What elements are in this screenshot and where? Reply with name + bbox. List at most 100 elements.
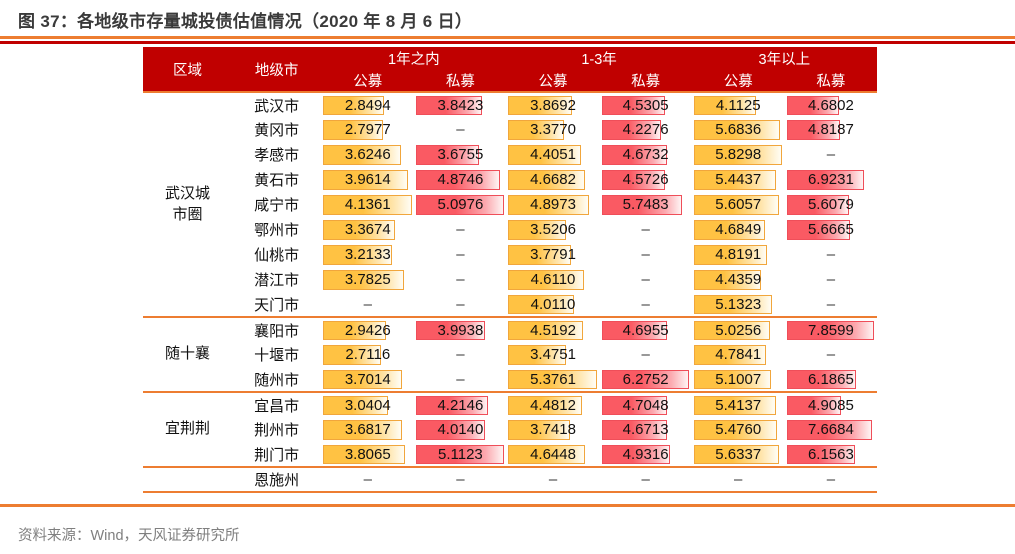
no-data-dash: – <box>456 471 465 488</box>
value-cell: 3.6755 <box>414 142 506 167</box>
city-cell: 孝感市 <box>254 147 300 164</box>
yield-value: 4.4812 <box>530 396 576 414</box>
public-data-bar <box>508 219 567 240</box>
yield-value: 3.7418 <box>530 421 576 438</box>
value-cell: 4.5305 <box>600 92 692 117</box>
value-cell: 3.9938 <box>414 316 507 342</box>
value-cell: 4.6732 <box>600 142 692 167</box>
private-data-bar <box>786 444 856 464</box>
yield-value: 5.6057 <box>715 196 762 213</box>
no-data-dash: – <box>641 346 650 363</box>
public-data-bar <box>693 194 779 215</box>
figure-bottom-divider <box>0 504 1015 507</box>
public-data-bar <box>693 219 765 240</box>
public-data-bar <box>508 395 583 415</box>
value-cell: 3.2133 <box>321 242 414 267</box>
yield-value: 4.6955 <box>622 321 669 339</box>
yield-value: 5.3761 <box>530 370 576 388</box>
no-data-dash: – <box>826 246 836 263</box>
yield-value: 2.7977 <box>344 121 391 138</box>
public-data-bar <box>323 419 402 440</box>
yield-value: 4.1361 <box>344 196 391 213</box>
no-data-dash: – <box>641 246 650 263</box>
private-data-bar <box>416 419 486 440</box>
yield-value: 4.5192 <box>530 321 576 339</box>
no-data-dash: – <box>641 295 650 313</box>
value-cell: – <box>506 466 600 493</box>
value-cell: 4.6955 <box>599 316 692 342</box>
region-cell: 随十襄 <box>143 316 233 392</box>
value-cell: 5.1123 <box>414 442 506 467</box>
value-cell: 3.7014 <box>321 367 414 392</box>
private-data-bar <box>601 395 668 415</box>
yield-value: 3.8423 <box>437 96 484 114</box>
public-data-bar <box>693 269 761 290</box>
value-cell: 5.6079 <box>785 192 877 217</box>
valuation-table-wrap: 区域 地级市 1年之内 1-3年 3年以上 公募 私募 公募 私募 公募 私募 … <box>143 47 877 493</box>
yield-value: 4.0110 <box>530 295 576 313</box>
value-cell: 5.0976 <box>414 192 506 217</box>
no-data-dash: – <box>456 271 465 288</box>
no-data-dash: – <box>456 346 465 363</box>
value-cell: 4.6682 <box>506 167 599 192</box>
header-sub-row: 公募 私募 公募 私募 公募 私募 <box>143 70 877 93</box>
value-cell: – <box>414 217 506 242</box>
public-data-bar <box>323 444 405 464</box>
yield-value: 4.6849 <box>715 221 762 238</box>
value-cell: 5.6665 <box>785 217 877 242</box>
value-cell: 4.1125 <box>692 92 785 117</box>
city-cell: 武汉市 <box>254 97 300 115</box>
private-data-bar <box>601 369 690 389</box>
yield-value: 4.7048 <box>622 396 669 414</box>
value-cell: – <box>414 367 506 392</box>
no-data-dash: – <box>734 471 743 488</box>
subheader-private-2: 私募 <box>599 70 692 93</box>
table-body: 武汉城市圈 武汉市 2.8494 3.8423 3.8692 4.5305 4.1125 4.… <box>143 92 877 493</box>
public-data-bar <box>508 419 570 440</box>
source-note: 资料来源：Wind，天风证券研究所 <box>18 528 240 544</box>
value-cell: 2.8494 <box>321 92 414 117</box>
yield-value: 4.6802 <box>807 96 854 114</box>
region-label: 随十襄 <box>165 345 211 363</box>
public-data-bar <box>323 395 389 415</box>
no-data-dash: – <box>456 121 465 138</box>
table-row: 天门市 – – 4.0110 – 5.1323 – <box>143 292 877 317</box>
value-cell: 5.1323 <box>692 292 785 317</box>
public-data-bar <box>323 219 396 240</box>
yield-value: 2.8494 <box>344 96 391 114</box>
value-cell: 4.6849 <box>692 217 785 242</box>
city-cell: 荆州市 <box>254 422 300 439</box>
public-data-bar <box>508 169 586 190</box>
yield-value: 4.1125 <box>715 96 761 114</box>
no-data-dash: – <box>456 221 465 238</box>
no-data-dash: – <box>363 295 372 313</box>
value-cell: 7.6684 <box>785 417 877 442</box>
yield-value: 3.3674 <box>344 221 391 238</box>
table-row: 鄂州市 3.3674 – 3.5206 – 4.6849 5.6665 <box>143 217 877 242</box>
value-cell: 4.5192 <box>506 316 600 342</box>
value-cell: – <box>600 267 692 292</box>
private-data-bar <box>786 369 856 389</box>
public-data-bar <box>508 95 573 115</box>
value-cell: – <box>785 242 877 267</box>
yield-value: 5.6079 <box>807 196 854 213</box>
value-cell: 4.8191 <box>692 242 785 267</box>
value-cell: 7.8599 <box>784 316 877 342</box>
table-header: 区域 地级市 1年之内 1-3年 3年以上 公募 私募 公募 私募 公募 私募 <box>143 47 877 93</box>
value-cell: 4.8746 <box>414 167 506 192</box>
city-cell: 鄂州市 <box>254 222 300 239</box>
private-data-bar <box>601 144 667 165</box>
valuation-table: 区域 地级市 1年之内 1-3年 3年以上 公募 私募 公募 私募 公募 私募 … <box>143 47 877 493</box>
value-cell: 4.4359 <box>692 267 785 292</box>
value-cell: 3.7791 <box>506 242 599 267</box>
no-data-dash: – <box>456 246 465 263</box>
yield-value: 4.9085 <box>807 396 854 414</box>
value-cell: – <box>600 242 692 267</box>
public-data-bar <box>323 269 405 290</box>
table-row: 荆州市 3.6817 4.0140 3.7418 4.6713 5.4760 7.6684 <box>143 417 877 442</box>
yield-value: 6.1865 <box>807 370 854 388</box>
yield-value: 6.2752 <box>622 370 669 388</box>
yield-value: 3.5206 <box>530 221 576 238</box>
region-cell <box>143 466 233 493</box>
